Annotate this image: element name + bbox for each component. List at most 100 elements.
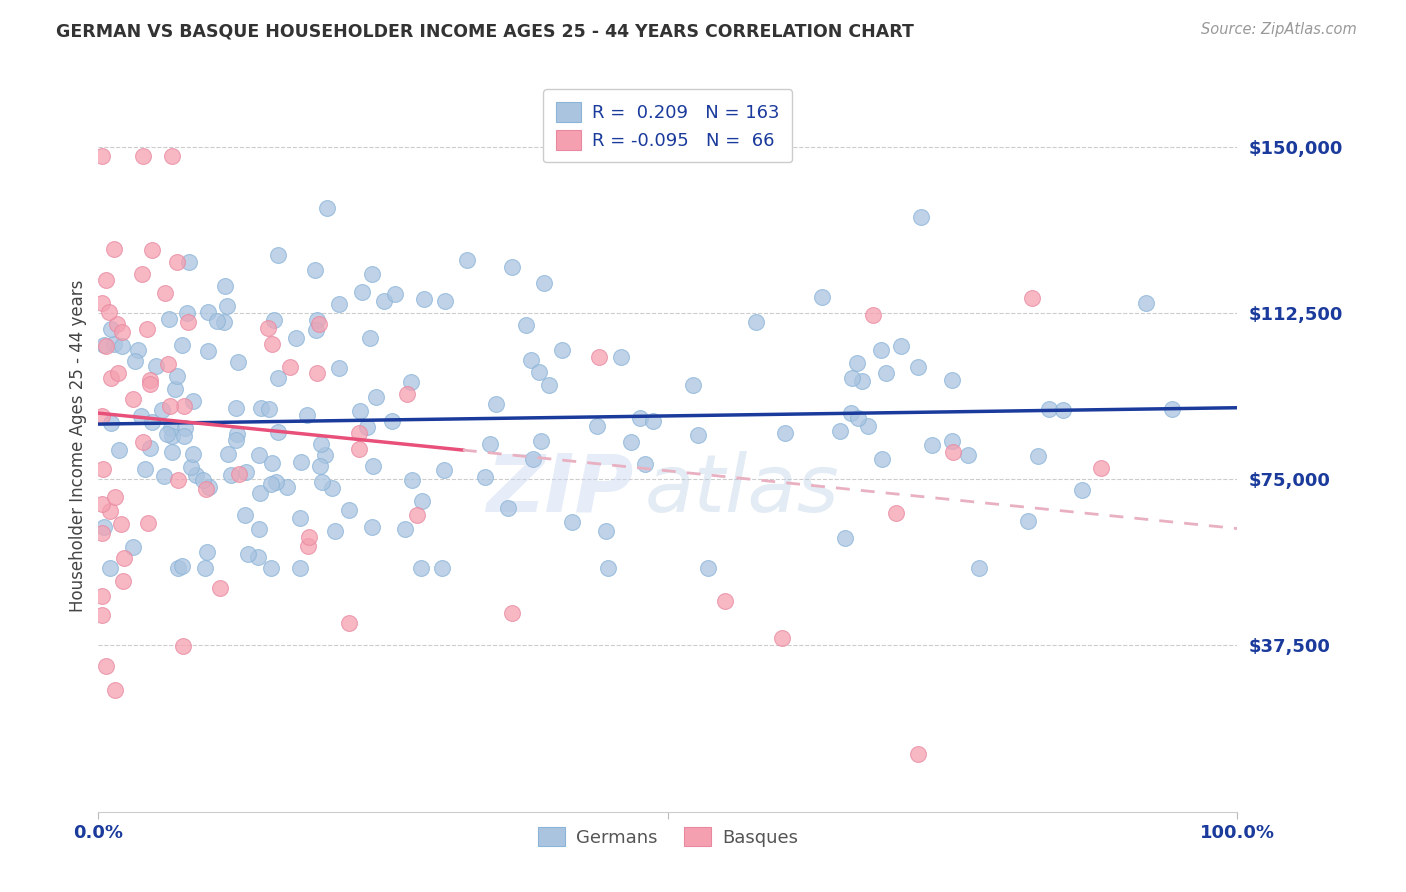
- Point: [91, 608, 114, 623]
- Point: [305, 366, 328, 380]
- Point: [141, 415, 163, 429]
- Point: [139, 442, 162, 456]
- Point: [267, 370, 290, 384]
- Point: [111, 339, 134, 353]
- Point: [841, 371, 863, 385]
- Point: [110, 517, 132, 532]
- Point: [145, 359, 167, 373]
- Point: [131, 267, 153, 281]
- Point: [628, 411, 651, 425]
- Point: [434, 294, 457, 309]
- Point: [260, 337, 283, 351]
- Point: [160, 148, 183, 162]
- Point: [770, 632, 793, 646]
- Point: [309, 436, 332, 450]
- Point: [520, 352, 543, 367]
- Point: [225, 434, 247, 448]
- Point: [105, 317, 128, 331]
- Point: [396, 387, 419, 401]
- Point: [347, 426, 370, 441]
- Legend: Germans, Basques: Germans, Basques: [530, 820, 806, 854]
- Point: [122, 392, 145, 406]
- Point: [688, 428, 710, 442]
- Point: [111, 325, 134, 339]
- Point: [219, 468, 242, 483]
- Point: [127, 343, 149, 357]
- Point: [515, 318, 537, 332]
- Point: [94, 272, 117, 286]
- Point: [136, 322, 159, 336]
- Point: [942, 445, 965, 459]
- Point: [260, 477, 283, 491]
- Point: [775, 426, 797, 441]
- Point: [360, 267, 382, 281]
- Point: [298, 530, 321, 544]
- Point: [166, 369, 188, 384]
- Point: [401, 473, 423, 487]
- Point: [412, 293, 434, 307]
- Point: [856, 419, 879, 434]
- Point: [634, 457, 657, 471]
- Point: [238, 547, 260, 561]
- Point: [90, 148, 112, 162]
- Point: [180, 460, 202, 475]
- Point: [325, 524, 347, 539]
- Point: [411, 561, 433, 575]
- Text: GERMAN VS BASQUE HOUSEHOLDER INCOME AGES 25 - 44 YEARS CORRELATION CHART: GERMAN VS BASQUE HOUSEHOLDER INCOME AGES…: [56, 22, 914, 40]
- Point: [870, 343, 893, 358]
- Point: [433, 462, 456, 476]
- Point: [172, 640, 194, 654]
- Point: [846, 410, 869, 425]
- Text: atlas: atlas: [645, 450, 839, 529]
- Point: [620, 435, 643, 450]
- Point: [193, 473, 215, 487]
- Point: [156, 426, 179, 441]
- Point: [485, 397, 508, 411]
- Point: [264, 475, 287, 489]
- Point: [834, 531, 856, 545]
- Point: [394, 523, 416, 537]
- Point: [96, 659, 118, 673]
- Point: [197, 479, 219, 493]
- Point: [297, 539, 319, 553]
- Point: [91, 296, 114, 310]
- Point: [956, 448, 979, 462]
- Text: Source: ZipAtlas.com: Source: ZipAtlas.com: [1201, 22, 1357, 37]
- Point: [522, 452, 544, 467]
- Point: [1026, 449, 1049, 463]
- Point: [381, 414, 404, 428]
- Point: [247, 522, 270, 536]
- Point: [104, 490, 127, 504]
- Point: [1052, 402, 1074, 417]
- Point: [537, 378, 560, 392]
- Point: [131, 435, 153, 450]
- Point: [181, 394, 204, 409]
- Point: [907, 360, 929, 375]
- Point: [129, 409, 152, 424]
- Point: [100, 370, 122, 384]
- Point: [90, 497, 112, 511]
- Point: [276, 480, 298, 494]
- Point: [197, 305, 219, 319]
- Point: [194, 561, 217, 575]
- Point: [160, 421, 183, 435]
- Point: [141, 243, 163, 257]
- Point: [851, 374, 873, 388]
- Point: [212, 315, 235, 329]
- Point: [176, 315, 198, 329]
- Point: [304, 263, 326, 277]
- Point: [921, 438, 943, 452]
- Point: [112, 550, 135, 565]
- Point: [361, 458, 384, 473]
- Point: [225, 401, 247, 416]
- Point: [941, 373, 963, 387]
- Point: [97, 304, 120, 318]
- Point: [811, 290, 834, 304]
- Text: ZIP: ZIP: [486, 450, 634, 529]
- Point: [305, 323, 328, 337]
- Point: [150, 403, 173, 417]
- Point: [1161, 401, 1184, 416]
- Point: [94, 339, 117, 353]
- Point: [406, 508, 429, 523]
- Point: [1071, 483, 1094, 497]
